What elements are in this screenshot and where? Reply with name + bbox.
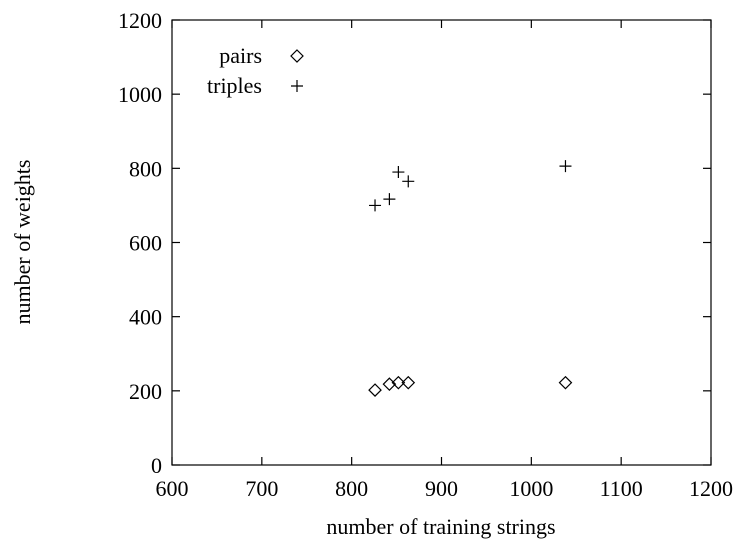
y-tick-label: 200 [129,379,162,404]
series-triples [369,160,572,212]
pairs-point [401,375,416,390]
legend-marker-pairs [290,49,304,63]
triples-point [402,175,415,188]
y-tick-label: 1000 [118,82,162,107]
pairs-point [391,375,406,390]
series-pairs [368,375,573,397]
x-tick-label: 1100 [600,476,643,501]
x-axis-title: number of training strings [326,514,555,539]
x-tick-label: 800 [335,476,368,501]
y-tick-label: 400 [129,305,162,330]
triples-point [383,193,396,206]
triples-point [559,160,572,173]
legend-label-pairs: pairs [219,43,262,68]
pairs-point [368,383,382,397]
y-axis-title: number of weights [10,160,35,325]
x-tick-label: 1000 [509,476,553,501]
axis-tick-labels: 600 700 800 900 1000 1100 1200 0 200 400 600 800 100… [118,8,733,501]
y-tick-label: 800 [129,156,162,181]
axis-ticks [171,19,712,466]
x-tick-label: 700 [245,476,278,501]
x-tick-label: 1200 [689,476,733,501]
triples-point [369,199,382,212]
y-tick-label: 600 [129,231,162,256]
x-tick-label: 600 [156,476,189,501]
legend-label-triples: triples [207,73,262,98]
pairs-point [558,375,573,390]
x-tick-label: 900 [425,476,458,501]
y-tick-label: 0 [151,453,162,478]
triples-point [392,166,405,179]
legend: pairs triples [207,43,304,98]
y-tick-label: 1200 [118,8,162,33]
legend-marker-triples [291,80,303,92]
data-marks [368,160,573,397]
